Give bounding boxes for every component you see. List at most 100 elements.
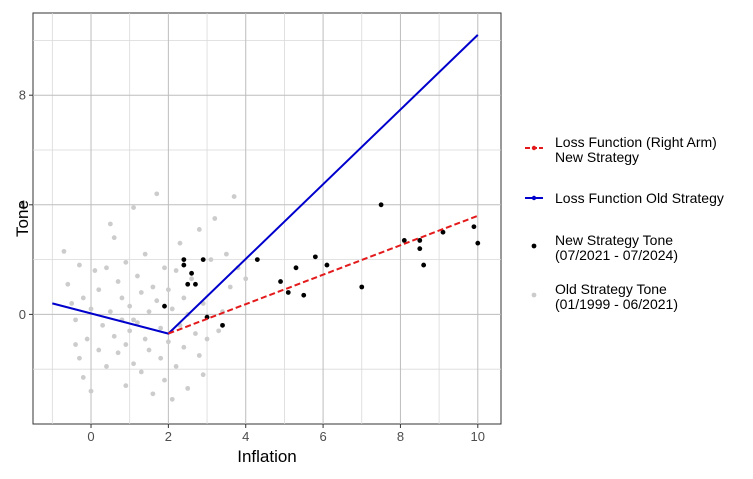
data-point xyxy=(96,347,102,353)
plot-border xyxy=(32,12,502,425)
data-point xyxy=(193,331,198,336)
y-tick-label: 0 xyxy=(19,307,26,322)
data-point xyxy=(421,262,427,268)
x-axis-ticks: 0 2 4 6 8 10 xyxy=(87,424,485,444)
x-tick-label: 4 xyxy=(242,429,249,444)
legend-key-point xyxy=(531,195,537,201)
data-point xyxy=(181,262,187,268)
legend-key-point xyxy=(531,292,537,298)
data-point xyxy=(100,322,106,328)
x-tick-label: 8 xyxy=(397,429,404,444)
data-point xyxy=(417,238,423,243)
data-point xyxy=(196,353,202,358)
data-point xyxy=(158,355,164,361)
data-point xyxy=(185,385,191,391)
y-axis-title: Tone xyxy=(13,200,32,237)
data-point xyxy=(115,279,121,284)
data-point xyxy=(223,251,229,257)
data-point xyxy=(162,377,167,383)
data-point xyxy=(84,336,90,342)
data-point xyxy=(142,336,148,342)
data-point xyxy=(216,328,222,334)
data-point xyxy=(104,364,109,369)
data-point xyxy=(123,259,129,265)
plot-panel xyxy=(32,12,502,425)
data-point xyxy=(138,290,144,295)
data-point xyxy=(123,383,129,389)
data-point xyxy=(61,248,67,254)
data-point xyxy=(111,235,117,241)
data-point xyxy=(165,339,171,345)
data-point xyxy=(123,342,129,347)
legend-label: (07/2021 - 07/2024) xyxy=(555,247,678,263)
data-point xyxy=(77,262,82,268)
x-axis-title: Inflation xyxy=(237,447,297,466)
data-point xyxy=(185,281,191,287)
data-point xyxy=(119,295,125,301)
data-point xyxy=(324,262,330,268)
data-point xyxy=(154,191,160,197)
data-point xyxy=(165,287,171,293)
x-tick-label: 6 xyxy=(319,429,326,444)
data-point xyxy=(220,322,225,328)
legend-label: New Strategy xyxy=(555,149,639,165)
data-point xyxy=(173,268,179,273)
data-point xyxy=(107,309,113,315)
data-point xyxy=(131,205,136,210)
data-point xyxy=(111,333,117,339)
data-point xyxy=(77,355,82,361)
data-point xyxy=(227,284,233,290)
data-point xyxy=(193,281,198,287)
data-point xyxy=(92,268,98,273)
legend-label: Old Strategy Tone xyxy=(555,281,667,297)
data-point xyxy=(73,317,78,323)
data-point xyxy=(169,396,175,402)
data-point xyxy=(104,265,109,271)
y-tick-label: 4 xyxy=(19,197,26,212)
data-point xyxy=(212,216,218,221)
legend-key-point xyxy=(531,145,537,151)
data-point xyxy=(312,254,318,260)
data-point xyxy=(417,246,423,252)
data-point xyxy=(150,391,156,397)
data-point xyxy=(131,317,136,323)
legend-key-point xyxy=(531,243,537,249)
legend-label: (01/1999 - 06/2021) xyxy=(555,296,678,312)
legend: Loss Function (Right Arm)New Strategy Los… xyxy=(525,134,724,312)
data-point xyxy=(254,257,260,262)
y-axis-ticks: 0 4 8 xyxy=(19,88,33,322)
data-point xyxy=(96,287,102,293)
data-point xyxy=(88,306,94,312)
x-tick-label: 10 xyxy=(471,429,485,444)
series-layer xyxy=(52,34,481,402)
data-point xyxy=(73,342,78,347)
data-point xyxy=(471,224,477,230)
data-point xyxy=(135,320,140,326)
data-point xyxy=(475,240,481,246)
data-point xyxy=(378,202,384,208)
data-point xyxy=(154,298,160,304)
data-point xyxy=(189,276,194,282)
data-point xyxy=(80,295,86,301)
data-point xyxy=(440,229,446,235)
y-tick-label: 8 xyxy=(19,88,26,103)
data-point xyxy=(173,364,179,369)
data-point xyxy=(127,303,133,309)
data-point xyxy=(181,295,187,301)
data-point xyxy=(162,303,167,309)
data-point xyxy=(131,361,136,367)
data-point xyxy=(142,251,148,257)
data-point xyxy=(293,265,299,271)
data-point xyxy=(231,194,237,199)
data-point xyxy=(181,257,187,262)
data-point xyxy=(401,238,407,243)
grid-lines xyxy=(33,13,501,424)
data-point xyxy=(138,369,144,375)
data-point xyxy=(196,227,202,232)
data-point xyxy=(200,372,206,378)
data-point xyxy=(107,221,113,227)
legend-label: Loss Function (Right Arm) xyxy=(555,134,717,150)
data-point xyxy=(200,257,206,262)
data-point xyxy=(115,350,121,356)
